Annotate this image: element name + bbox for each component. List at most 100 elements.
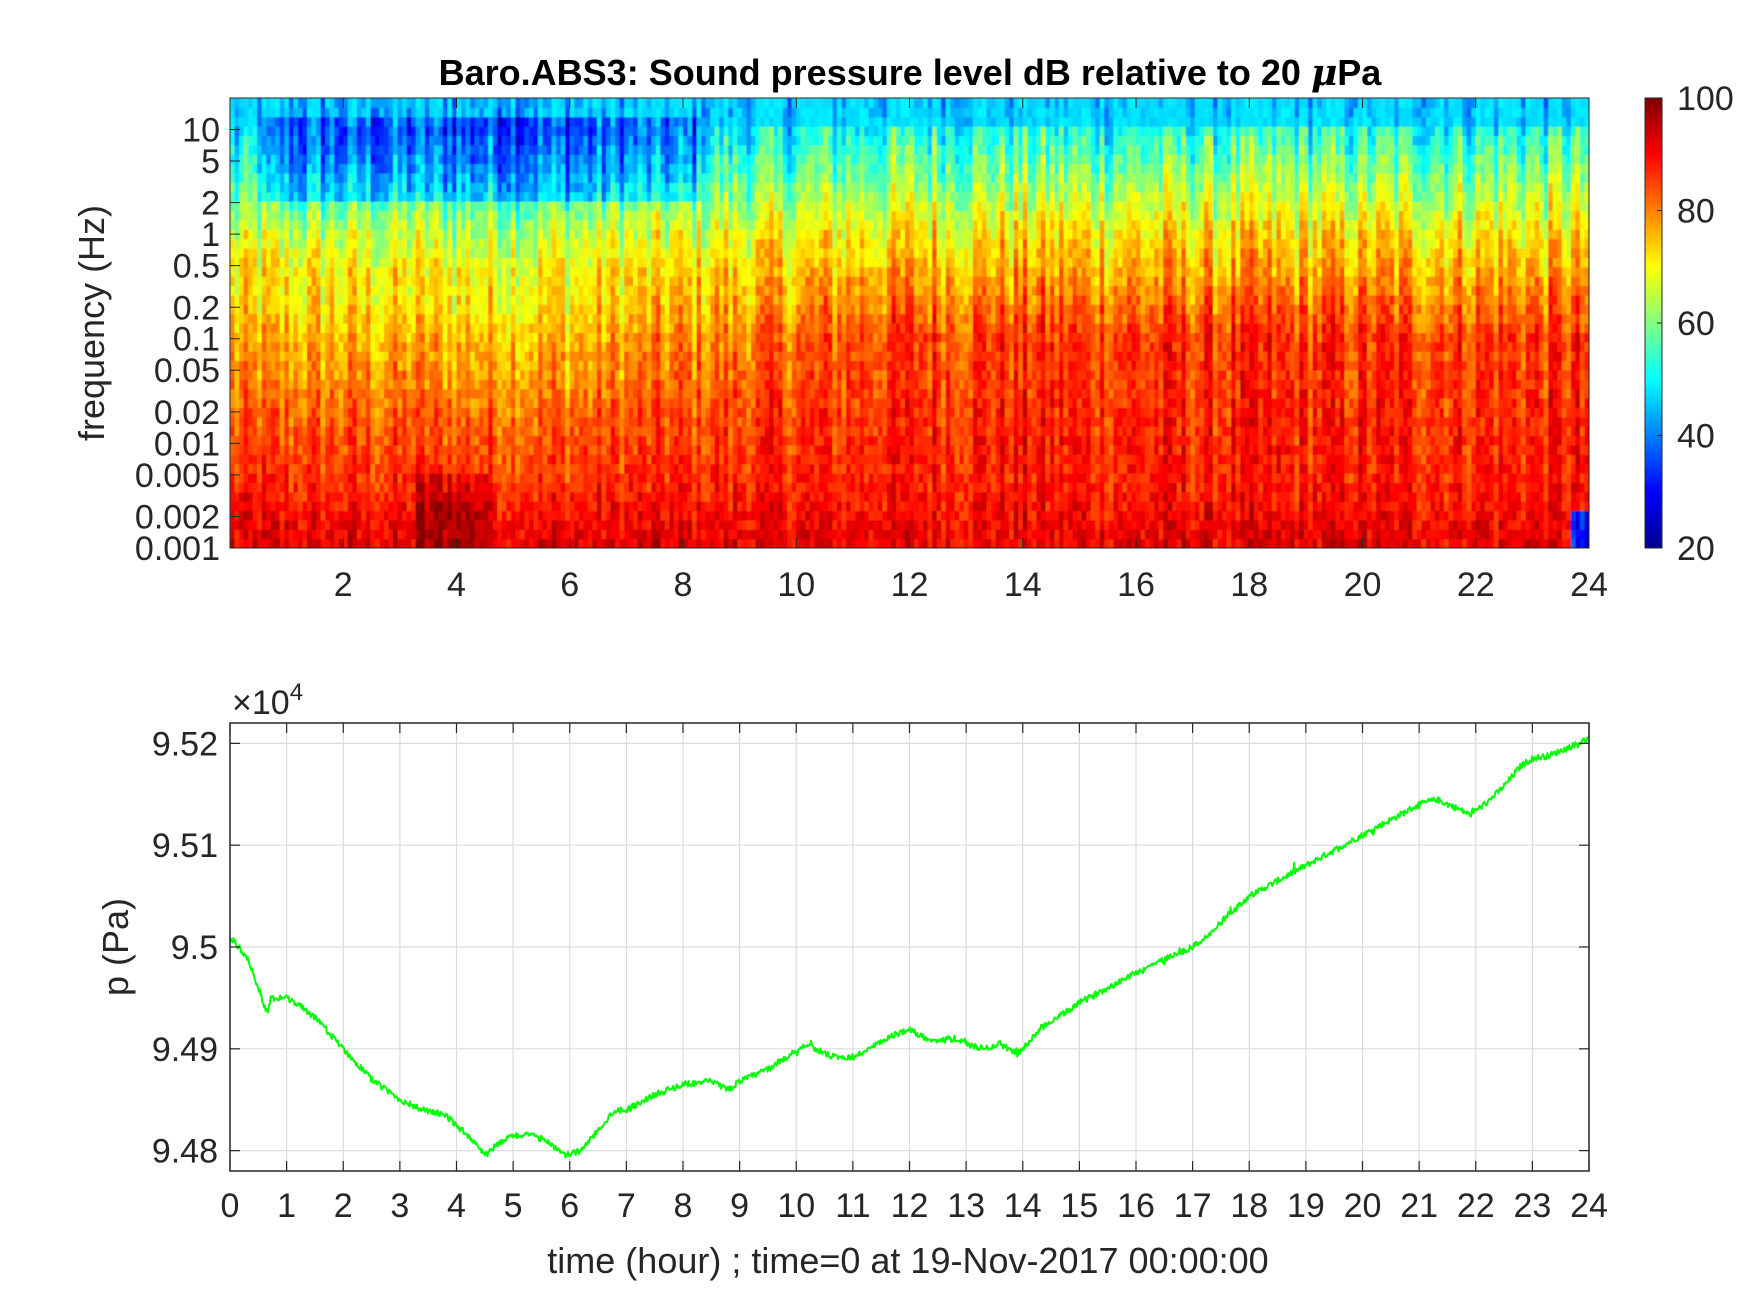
spectrogram-cell [669, 323, 675, 333]
spectrogram-cell [651, 248, 657, 258]
spectrogram-cell [565, 360, 571, 371]
spectrogram-cell [692, 407, 698, 418]
spectrogram-cell [601, 116, 607, 127]
spectrogram-cell [592, 229, 598, 240]
spectrogram-cell [415, 510, 421, 521]
spectrogram-cell [646, 229, 652, 240]
spectrogram-cell [461, 229, 467, 240]
spectrogram-cell [470, 454, 476, 465]
spectrogram-cell [270, 538, 276, 548]
spectrogram-cell [352, 173, 358, 183]
spectrogram-cell [673, 416, 680, 427]
spectrogram-cell [325, 351, 331, 362]
spectrogram-cell [234, 154, 240, 165]
spectrogram-cell [692, 332, 698, 343]
spectrogram-cell [483, 163, 489, 174]
spectrogram-cell [615, 369, 621, 380]
spectrogram-cell [506, 285, 512, 296]
spectrogram-cell [683, 266, 689, 277]
spectrogram-cell [696, 332, 702, 343]
spectrogram-cell [279, 229, 285, 240]
spectrogram-cell [456, 510, 462, 521]
spectrogram-cell [338, 369, 344, 380]
spectrogram-cell [596, 416, 603, 427]
spectrogram-cell [261, 379, 267, 390]
spectrogram-cell [605, 229, 612, 240]
spectrogram-cell [334, 407, 340, 418]
spectrogram-cell [433, 388, 439, 399]
spectrogram-cell [628, 407, 634, 418]
spectrogram-cell [451, 360, 458, 371]
spectrogram-cell [347, 116, 353, 127]
spectrogram-cell [406, 519, 412, 530]
spectrogram-cell [470, 210, 476, 221]
spectrogram-cell [429, 473, 435, 483]
spectrogram-cell [474, 173, 480, 183]
spectrogram-cell [234, 191, 240, 202]
spectrogram-cell [379, 444, 385, 455]
spectrogram-cell [424, 98, 430, 108]
spectrogram-cell [465, 519, 471, 530]
spectrogram-cell [501, 182, 507, 193]
spectrogram-cell [261, 266, 267, 277]
spectrogram-cell [275, 444, 281, 455]
spectrogram-cell [433, 444, 439, 455]
spectrogram-cell [683, 173, 689, 183]
spectrogram-cell [506, 98, 512, 108]
spectrogram-cell [411, 454, 417, 465]
spectrogram-cell [266, 426, 272, 437]
spectrogram-cell [637, 482, 643, 493]
spectrogram-cell [420, 182, 426, 193]
spectrogram-cell [556, 276, 562, 287]
spectrogram-cell [451, 407, 458, 418]
spectrogram-cell [420, 332, 426, 343]
spectrogram-cell [696, 154, 702, 165]
spectrogram-cell [374, 426, 381, 437]
spectrogram-cell [311, 398, 317, 408]
spectrogram-cell [538, 360, 544, 371]
spectrogram-cell [451, 135, 458, 146]
spectrogram-cell [669, 257, 675, 268]
spectrogram-cell [406, 501, 412, 512]
spectrogram-cell [307, 304, 313, 315]
spectrogram-cell [619, 369, 625, 380]
spectrogram-cell [696, 210, 702, 221]
spectrogram-cell [619, 473, 625, 483]
spectrogram-cell [483, 191, 489, 202]
spectrogram-cell [592, 369, 598, 380]
spectrogram-cell [361, 266, 367, 277]
spectrogram-cell [687, 473, 693, 483]
spectrogram-cell [692, 135, 698, 146]
spectrogram-cell [601, 473, 607, 483]
spectrogram-cell [424, 491, 430, 502]
spectrogram-cell [592, 98, 598, 108]
spectrogram-cell [488, 248, 494, 258]
spectrogram-cell [560, 323, 566, 333]
spectrogram-cell [610, 398, 616, 408]
spectrogram-cell [420, 369, 426, 380]
spectrogram-cell [320, 388, 326, 399]
spectrogram-cell [510, 116, 516, 127]
spectrogram-cell [556, 454, 562, 465]
spectrogram-cell [442, 294, 449, 305]
spectrogram-cell [655, 482, 661, 493]
spectrogram-cell [325, 248, 331, 258]
spectrogram-cell [497, 266, 503, 277]
spectrogram-cell [352, 444, 358, 455]
spectrogram-cell [284, 529, 290, 540]
spectrogram-cell [501, 294, 507, 305]
spectrogram-cell [669, 501, 675, 512]
spectrogram-cell [329, 426, 335, 437]
spectrogram-cell [411, 210, 417, 221]
spectrogram-cell [356, 538, 362, 548]
spectrogram-cell [569, 257, 575, 268]
spectrogram-cell [556, 435, 562, 446]
spectrogram-cell [302, 238, 308, 249]
spectrogram-cell [402, 444, 408, 455]
spectrogram-cell [266, 444, 272, 455]
spectrogram-cell [424, 463, 430, 474]
spectrogram-cell [243, 313, 249, 324]
spectrogram-cell [297, 323, 304, 333]
spectrogram-cell [329, 388, 335, 399]
spectrogram-cell [270, 341, 276, 352]
